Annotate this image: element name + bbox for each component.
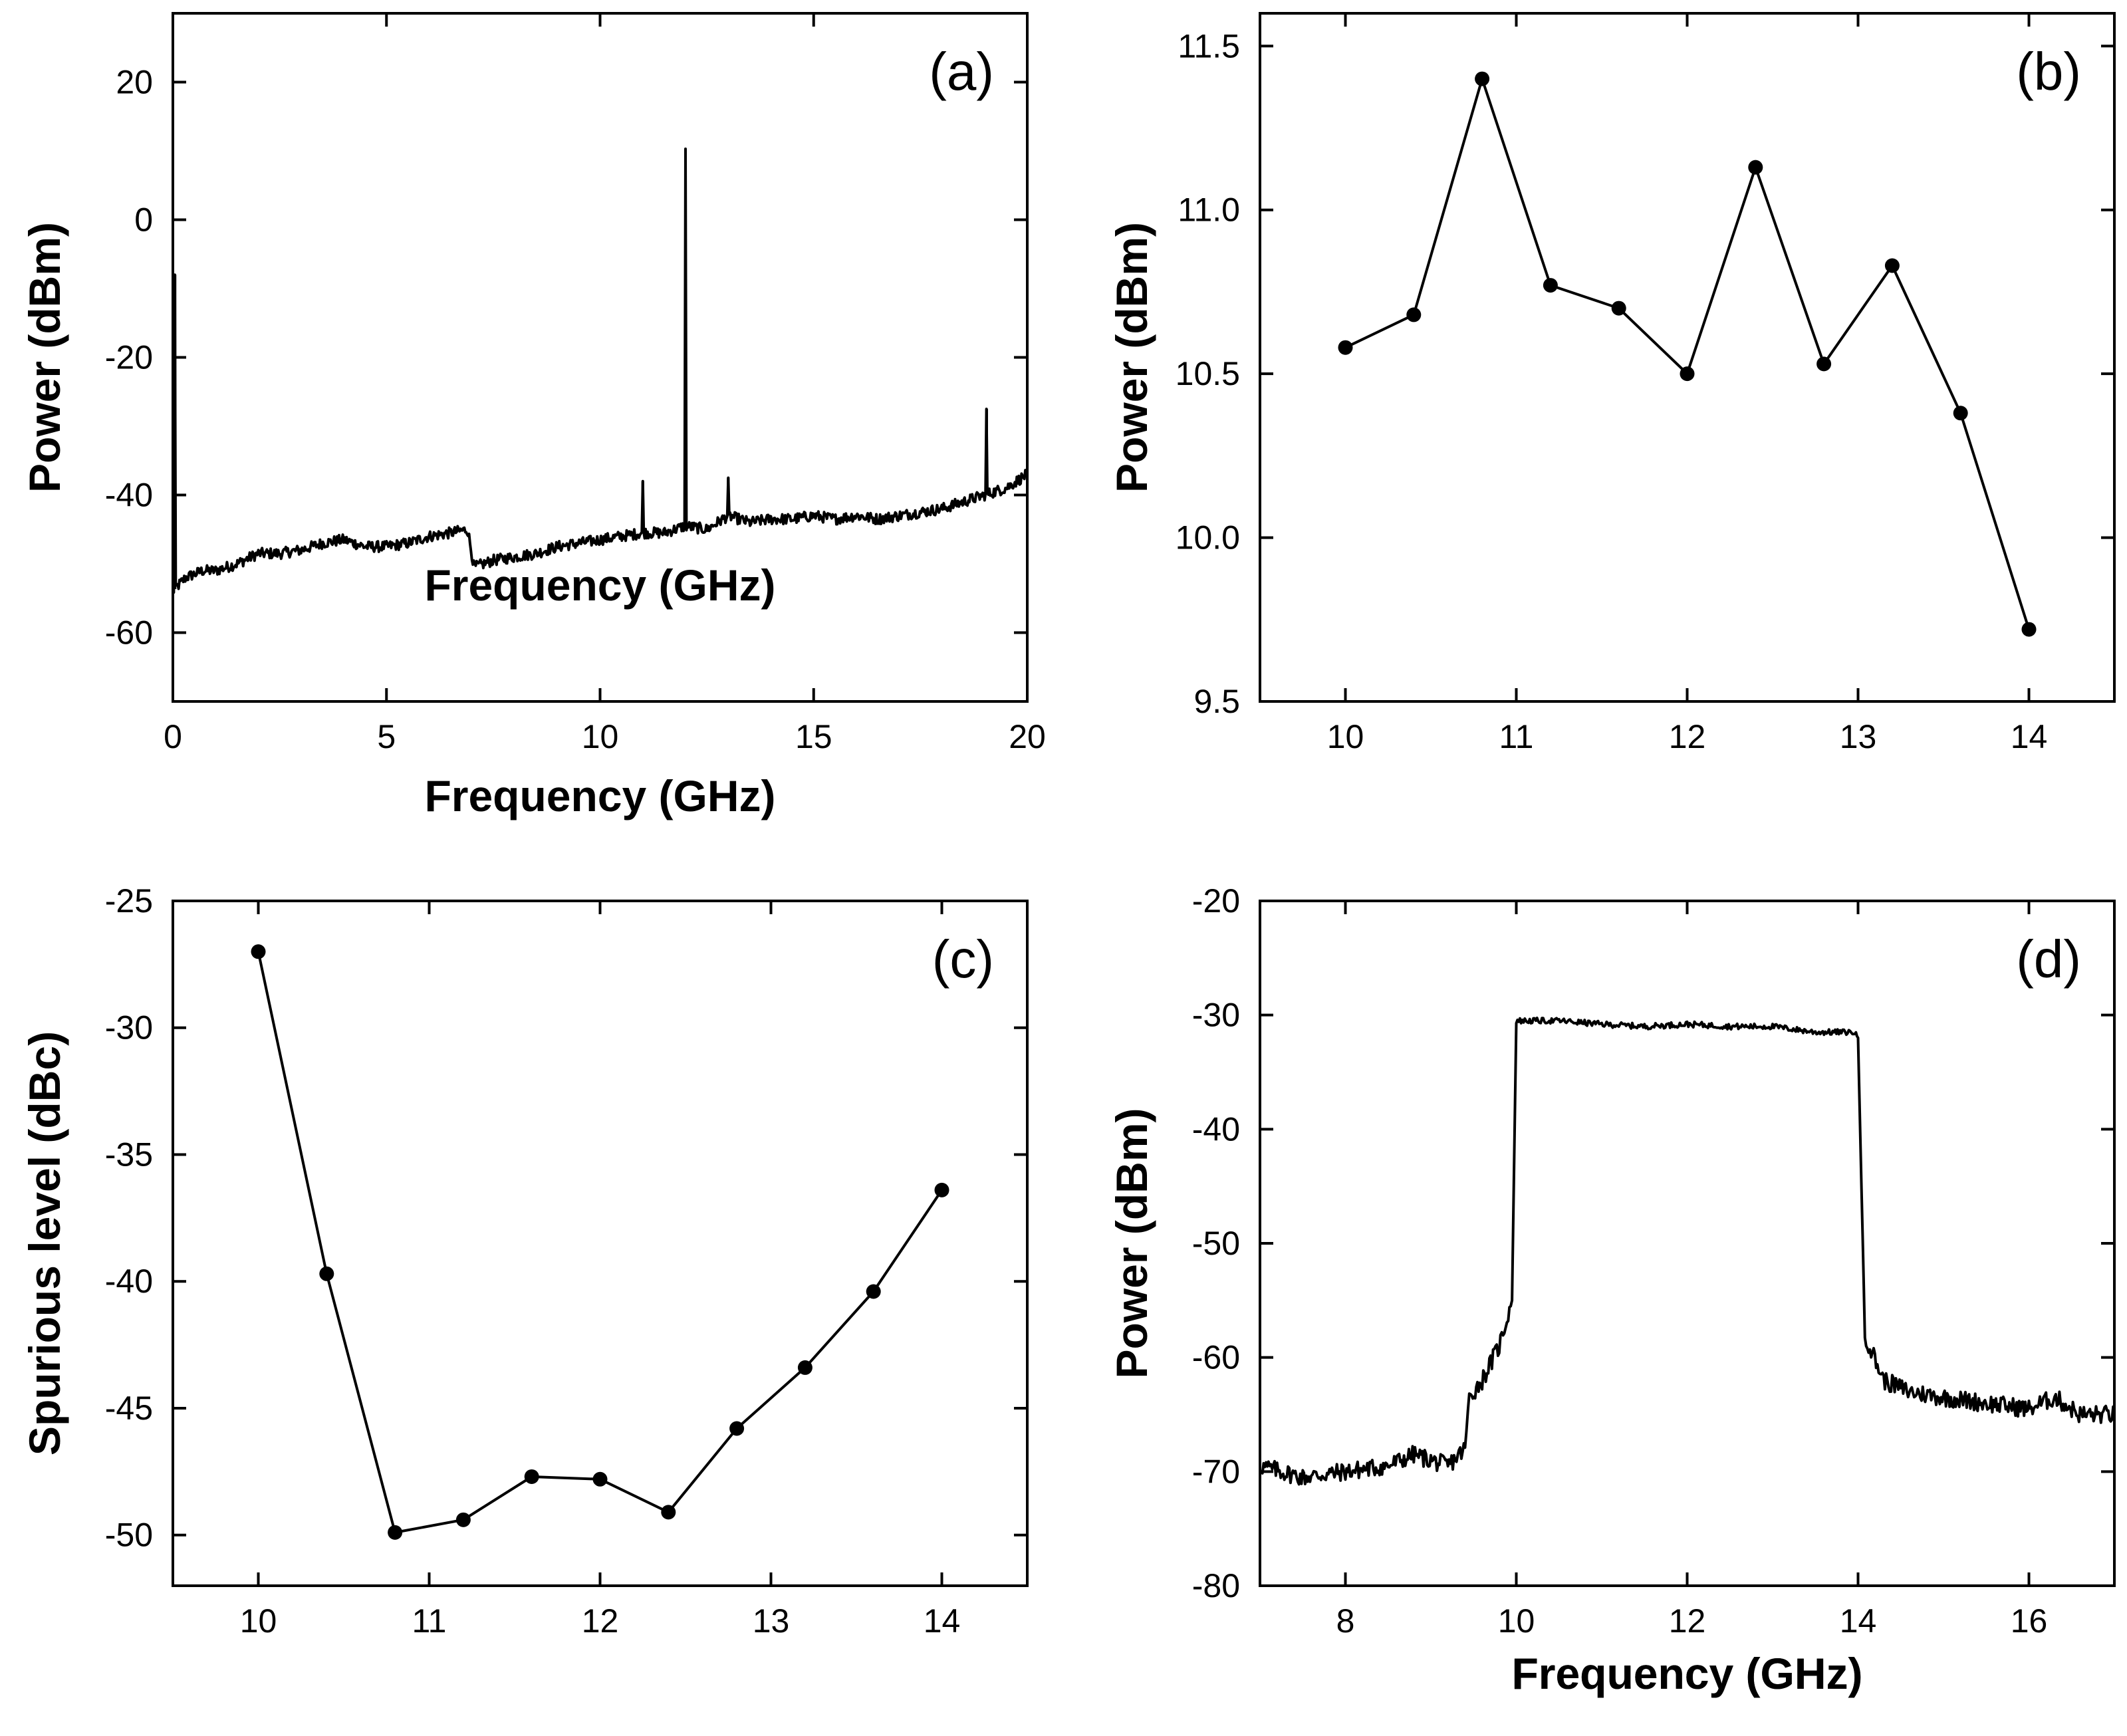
- data-point: [729, 1421, 745, 1436]
- y-tick-label: 11.5: [1178, 27, 1240, 64]
- data-point: [524, 1469, 539, 1484]
- data-point: [1338, 340, 1353, 355]
- data-point: [661, 1505, 676, 1520]
- spectrum-trace: [1260, 1017, 2114, 1486]
- plot-area: [173, 147, 1027, 594]
- x-axis-title: Frequency (GHz): [1511, 1649, 1862, 1698]
- y-tick-label: 11.0: [1178, 191, 1240, 229]
- data-point: [1611, 301, 1626, 316]
- x-tick-label: 12: [1669, 718, 1706, 755]
- series-line: [257, 951, 943, 1534]
- y-tick-label: -60: [105, 614, 153, 652]
- chart-panel-a: 0 5 10 15 20 -60 -40 -20 0 20 Frequency (GHz) Power…: [20, 12, 1046, 820]
- data-point: [455, 1512, 471, 1527]
- panel-label: (a): [929, 42, 994, 101]
- y-tick-label: -70: [1192, 1453, 1240, 1490]
- y-tick-label: -30: [105, 1009, 153, 1047]
- x-tick-label: 13: [1840, 718, 1877, 755]
- y-tick-label: -80: [1192, 1567, 1240, 1604]
- y-tick-label: 10.0: [1176, 519, 1240, 557]
- panel-label: (c): [932, 930, 994, 989]
- data-point: [388, 1525, 403, 1540]
- x-tick-label: 11: [412, 1602, 447, 1640]
- y-tick-label: -60: [1192, 1339, 1240, 1376]
- data-point: [797, 1360, 813, 1375]
- y-tick-label: 9.5: [1193, 683, 1240, 720]
- panel-label: (b): [2016, 42, 2081, 101]
- spectrum-trace: [173, 147, 1027, 594]
- y-tick-label: -50: [105, 1517, 153, 1554]
- x-tick-label: 13: [753, 1602, 790, 1640]
- chart-panel-c: 10 11 12 13 14 -50 -45 -40 -35 -30 -25 Frequency (G…: [20, 560, 1029, 1640]
- x-tick-label: 20: [1009, 718, 1046, 755]
- chart-panel-d: 8 10 12 14 16 -80 -70 -60 -50 -40 -30 -20 Frequency …: [1107, 882, 2116, 1698]
- x-tick-label: 12: [582, 1602, 619, 1640]
- x-tick-label: 5: [377, 718, 396, 755]
- y-axis-title: Spurious level (dBc): [20, 1031, 69, 1455]
- plot-frame: [1259, 900, 2116, 1587]
- x-axis-title: Frequency (GHz): [424, 771, 775, 820]
- data-point: [1543, 278, 1558, 293]
- x-axis-title: Frequency (GHz): [424, 560, 775, 610]
- plot-frame: [1259, 12, 2116, 703]
- x-tick-label: 0: [164, 718, 182, 755]
- plot-area: [1260, 1017, 2114, 1486]
- x-tick-label: 10: [1498, 1602, 1535, 1640]
- data-point: [1816, 356, 1832, 372]
- x-tick-label: 8: [1336, 1602, 1355, 1640]
- x-axis-title: Frequency (GHz): [1511, 1649, 1862, 1698]
- data-point: [934, 1182, 949, 1197]
- data-point: [1680, 366, 1695, 382]
- y-tick-label: -50: [1192, 1225, 1240, 1262]
- y-tick-label: -20: [105, 339, 153, 376]
- y-tick-label: -35: [105, 1136, 153, 1173]
- data-point: [1953, 406, 1968, 421]
- x-tick-label: 16: [2011, 1602, 2048, 1640]
- x-tick-label: 11: [1499, 718, 1534, 755]
- data-point: [319, 1266, 334, 1281]
- data-point: [2021, 622, 2037, 637]
- y-axis-title: Power (dBm): [20, 222, 69, 493]
- x-tick-label: 14: [2011, 718, 2048, 755]
- y-tick-label: 20: [116, 64, 153, 101]
- x-tick-label: 10: [1327, 718, 1364, 755]
- data-point: [1406, 307, 1422, 322]
- data-point: [866, 1284, 881, 1299]
- data-point: [592, 1471, 608, 1487]
- y-tick-label: -25: [105, 882, 153, 920]
- series-line: [1344, 77, 2031, 630]
- y-axis-title: Power (dBm): [1107, 222, 1156, 493]
- x-tick-label: 10: [240, 1602, 277, 1640]
- x-tick-label: 15: [795, 718, 832, 755]
- y-axis-title: Power (dBm): [1107, 1108, 1156, 1378]
- plot-area: [251, 944, 949, 1540]
- data-point: [251, 944, 266, 959]
- data-point: [1475, 71, 1490, 86]
- x-tick-label: 14: [924, 1602, 961, 1640]
- x-tick-label: 12: [1669, 1602, 1706, 1640]
- panel-label: (d): [2016, 930, 2081, 989]
- y-tick-label: 10.5: [1176, 355, 1240, 392]
- y-tick-label: -40: [105, 1263, 153, 1300]
- x-tick-label: 14: [1840, 1602, 1877, 1640]
- y-tick-label: -30: [1192, 997, 1240, 1034]
- data-point: [1884, 258, 1900, 273]
- chart-panel-b: 10 11 12 13 14 9.5 10.0 10.5 11.0 11.5 Frequency (…: [1107, 12, 2116, 1698]
- y-tick-label: -40: [1192, 1110, 1240, 1148]
- y-tick-label: 0: [134, 201, 153, 239]
- y-tick-label: -45: [105, 1390, 153, 1427]
- data-point: [1748, 160, 1763, 175]
- y-tick-label: -40: [105, 477, 153, 514]
- y-tick-label: -20: [1192, 882, 1240, 920]
- x-tick-label: 10: [582, 718, 619, 755]
- plot-area: [1338, 71, 2037, 637]
